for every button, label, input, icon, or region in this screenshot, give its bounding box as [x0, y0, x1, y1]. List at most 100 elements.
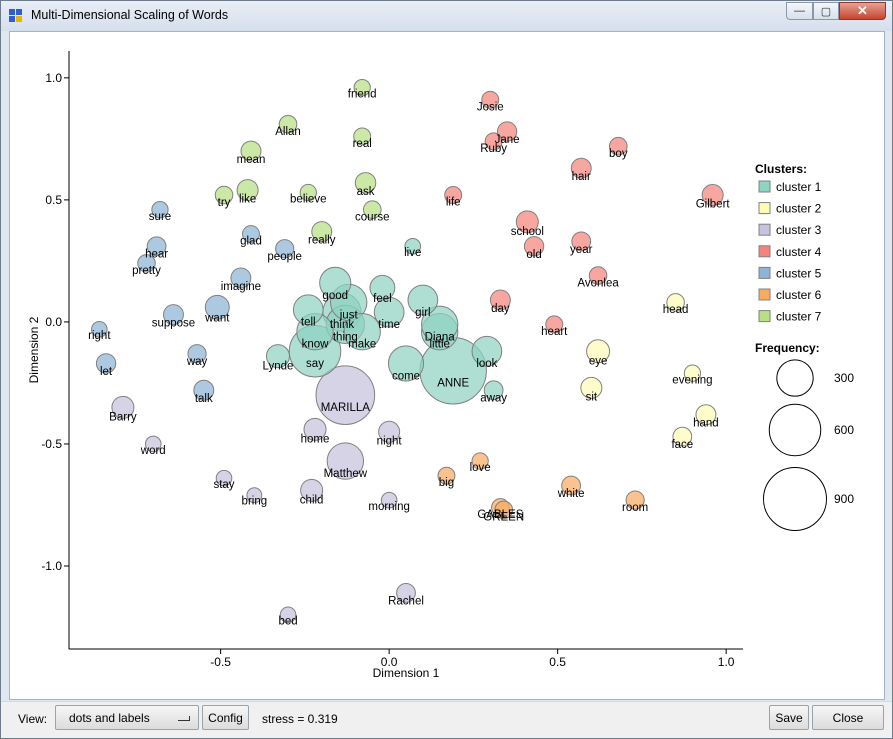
word-bubble[interactable] — [151, 201, 169, 219]
word-bubble[interactable] — [311, 221, 333, 243]
word-label: Lynde — [262, 361, 293, 373]
title-bar[interactable]: Multi-Dimensional Scaling of Words — ▢ ✕ — [1, 1, 892, 31]
word-bubble[interactable] — [187, 344, 207, 364]
word-bubble[interactable] — [387, 345, 425, 382]
word-bubble[interactable] — [353, 127, 372, 146]
word-bubble[interactable] — [319, 266, 352, 299]
word-bubble[interactable] — [193, 379, 215, 401]
maximize-button[interactable]: ▢ — [813, 2, 839, 20]
word-bubble[interactable] — [625, 490, 645, 510]
word-bubble[interactable] — [299, 183, 317, 202]
word-bubble[interactable] — [214, 185, 234, 205]
word-bubble[interactable] — [515, 210, 539, 234]
word-bubble[interactable] — [586, 339, 611, 364]
word-bubble[interactable] — [380, 491, 398, 509]
legend-swatch — [758, 310, 771, 323]
word-label: Rachel — [388, 595, 424, 607]
word-label: bring — [242, 496, 268, 508]
word-bubble[interactable] — [163, 304, 184, 326]
word-bubble[interactable] — [369, 274, 396, 301]
word-bubble[interactable] — [137, 254, 156, 273]
word-bubble[interactable] — [404, 237, 422, 255]
word-bubble[interactable] — [215, 469, 233, 487]
word-bubble[interactable] — [471, 335, 503, 367]
word-bubble[interactable] — [561, 475, 582, 496]
word-label: Ruby — [480, 143, 507, 155]
word-label: stay — [213, 479, 234, 491]
view-select[interactable]: dots and labels — [55, 705, 199, 730]
word-bubble[interactable] — [571, 231, 592, 252]
word-bubble[interactable] — [580, 376, 603, 399]
word-label: really — [308, 235, 336, 247]
word-label: boy — [609, 148, 628, 160]
word-bubble[interactable] — [609, 136, 628, 156]
word-bubble[interactable] — [588, 266, 608, 285]
word-label: way — [186, 356, 208, 368]
word-bubble[interactable] — [91, 320, 108, 338]
word-bubble[interactable] — [701, 184, 724, 207]
word-bubble[interactable] — [363, 200, 382, 219]
word-bubble[interactable] — [300, 478, 324, 502]
x-tick-label: 1.0 — [718, 655, 735, 669]
word-bubble[interactable] — [695, 404, 717, 426]
word-bubble[interactable] — [265, 344, 290, 369]
word-bubble[interactable] — [672, 426, 693, 447]
word-label: people — [267, 251, 302, 263]
save-button[interactable]: Save — [769, 705, 809, 730]
word-label: face — [671, 439, 693, 451]
word-bubble[interactable] — [230, 267, 252, 289]
word-bubble[interactable] — [570, 157, 592, 179]
legend-swatch — [758, 266, 771, 279]
word-label: feel — [373, 293, 392, 305]
word-label: Barry — [109, 411, 137, 423]
word-bubble[interactable] — [666, 293, 685, 312]
word-bubble[interactable] — [303, 417, 327, 441]
word-bubble[interactable] — [204, 294, 230, 320]
word-bubble[interactable] — [481, 90, 500, 109]
word-bubble[interactable] — [95, 353, 117, 374]
word-bubble[interactable] — [545, 315, 564, 334]
word-bubble[interactable] — [146, 236, 167, 257]
legend-size-label: 900 — [834, 492, 854, 506]
word-bubble[interactable] — [315, 365, 376, 425]
word-bubble[interactable] — [144, 435, 162, 453]
word-bubble[interactable] — [343, 313, 381, 351]
word-bubble[interactable] — [240, 140, 262, 162]
close-window-button[interactable]: ✕ — [839, 2, 886, 20]
word-bubble[interactable] — [292, 294, 324, 326]
word-bubble[interactable] — [354, 172, 377, 194]
word-bubble[interactable] — [483, 380, 504, 401]
word-bubble[interactable] — [523, 236, 545, 257]
minimize-button[interactable]: — — [786, 2, 813, 20]
word-bubble[interactable] — [471, 452, 489, 470]
word-bubble[interactable] — [242, 225, 260, 244]
word-bubble[interactable] — [396, 582, 416, 603]
legend-swatch — [758, 202, 771, 215]
word-bubble[interactable] — [494, 500, 514, 520]
word-bubble[interactable] — [353, 78, 371, 97]
word-bubble[interactable] — [279, 606, 297, 624]
close-button[interactable]: Close — [812, 705, 884, 730]
word-label: night — [377, 435, 403, 447]
y-tick-label: 1.0 — [45, 71, 62, 85]
word-bubble[interactable] — [484, 132, 503, 151]
word-bubble[interactable] — [278, 114, 298, 134]
word-bubble[interactable] — [444, 186, 463, 204]
word-bubble[interactable] — [437, 466, 456, 485]
word-bubble[interactable] — [275, 239, 295, 259]
word-bubble[interactable] — [111, 395, 135, 419]
word-label: course — [355, 211, 390, 223]
word-bubble[interactable] — [683, 364, 702, 382]
word-bubble[interactable] — [421, 305, 459, 344]
word-bubble[interactable] — [246, 487, 263, 504]
word-label: look — [476, 358, 497, 370]
word-bubble[interactable] — [496, 121, 518, 142]
word-bubble[interactable] — [489, 289, 511, 311]
word-bubble[interactable] — [326, 442, 365, 480]
config-button[interactable]: Config — [202, 705, 249, 730]
word-label: morning — [368, 501, 410, 513]
word-label: real — [353, 138, 372, 150]
word-bubble[interactable] — [407, 284, 439, 316]
word-bubble[interactable] — [378, 420, 401, 443]
word-bubble[interactable] — [236, 179, 259, 202]
